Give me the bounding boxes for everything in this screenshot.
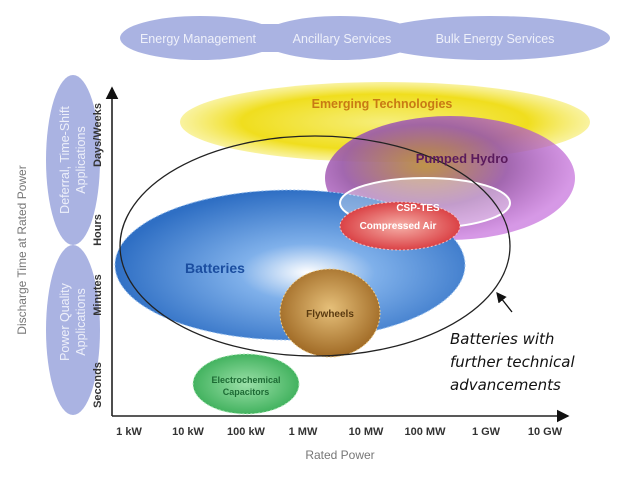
region-electrochemical-capacitors [192, 353, 300, 415]
y-tick-days-weeks: Days/Weeks [92, 103, 104, 167]
label-csp-tes: CSP-TES [396, 203, 440, 214]
band-ancillary-services: Ancillary Services [293, 32, 392, 46]
y-axis-label: Discharge Time at Rated Power [15, 165, 29, 334]
label-compressed-air: Compressed Air [360, 221, 437, 232]
band-bulk-energy-services: Bulk Energy Services [436, 32, 555, 46]
annotation-line1: Batteries with [450, 330, 554, 348]
band-deferral-line2: Applications [74, 126, 88, 193]
application-band-left: Deferral, Time-Shift Applications Power … [46, 75, 100, 415]
x-tick-10gw: 10 GW [528, 426, 563, 438]
x-tick-1kw: 1 kW [116, 426, 142, 438]
x-tick-100kw: 100 kW [227, 426, 266, 438]
y-tick-minutes: Minutes [92, 274, 104, 316]
label-emerging: Emerging Technologies [312, 97, 453, 111]
annotation-arrow [496, 291, 513, 313]
annotation-line3: advancements [450, 376, 561, 394]
label-flywheels: Flywheels [306, 309, 354, 320]
label-batteries: Batteries [185, 260, 245, 276]
label-capacitors-line2: Capacitors [223, 387, 270, 397]
annotation-line2: further technical [450, 353, 575, 371]
y-tick-seconds: Seconds [92, 362, 104, 408]
x-axis-label: Rated Power [305, 448, 374, 462]
x-tick-10mw: 10 MW [349, 426, 384, 438]
region-compressed-air [339, 201, 461, 251]
application-band-top: Energy Management Ancillary Services Bul… [120, 16, 610, 60]
x-tick-100mw: 100 MW [405, 426, 447, 438]
x-tick-10kw: 10 kW [172, 426, 204, 438]
x-tick-1gw: 1 GW [472, 426, 501, 438]
band-deferral-line1: Deferral, Time-Shift [58, 106, 72, 214]
batteries-future-outline [119, 135, 511, 357]
band-energy-management: Energy Management [140, 32, 257, 46]
label-pumped-hydro: Pumped Hydro [416, 151, 509, 166]
y-tick-hours: Hours [92, 214, 104, 246]
x-tick-1mw: 1 MW [289, 426, 318, 438]
band-power-quality-line1: Power Quality [58, 282, 72, 361]
band-power-quality-line2: Applications [74, 288, 88, 355]
label-capacitors-line1: Electrochemical [211, 375, 280, 385]
region-flywheels [279, 268, 381, 358]
